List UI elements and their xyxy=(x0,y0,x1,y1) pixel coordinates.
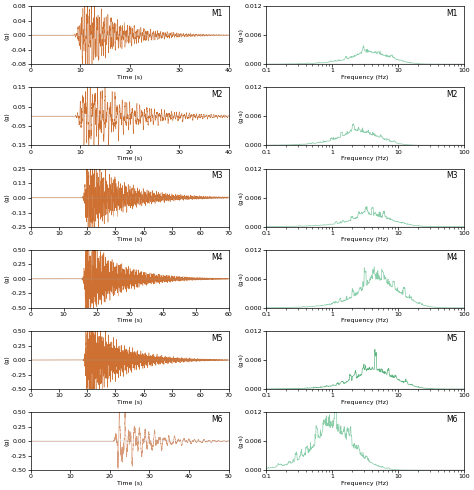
Y-axis label: (g): (g) xyxy=(4,31,9,40)
Text: M6: M6 xyxy=(447,415,458,424)
Text: M4: M4 xyxy=(447,253,458,262)
X-axis label: Frequency (Hz): Frequency (Hz) xyxy=(341,156,389,161)
X-axis label: Time (s): Time (s) xyxy=(117,237,142,242)
X-axis label: Time (s): Time (s) xyxy=(117,156,142,161)
Y-axis label: (g): (g) xyxy=(4,112,9,121)
Y-axis label: (g): (g) xyxy=(4,356,9,365)
Text: M6: M6 xyxy=(211,415,223,424)
Y-axis label: (g·s): (g·s) xyxy=(238,28,243,42)
Text: M1: M1 xyxy=(211,9,223,18)
X-axis label: Frequency (Hz): Frequency (Hz) xyxy=(341,75,389,80)
X-axis label: Time (s): Time (s) xyxy=(117,481,142,486)
X-axis label: Time (s): Time (s) xyxy=(117,400,142,405)
Y-axis label: (g·s): (g·s) xyxy=(238,272,243,286)
Text: M5: M5 xyxy=(447,334,458,343)
Y-axis label: (g): (g) xyxy=(4,274,9,283)
Text: M5: M5 xyxy=(211,334,223,343)
Text: M4: M4 xyxy=(211,253,223,262)
Y-axis label: (g·s): (g·s) xyxy=(238,109,243,123)
X-axis label: Frequency (Hz): Frequency (Hz) xyxy=(341,318,389,323)
Text: M3: M3 xyxy=(447,172,458,180)
X-axis label: Time (s): Time (s) xyxy=(117,318,142,323)
Text: M3: M3 xyxy=(211,172,223,180)
Y-axis label: (g): (g) xyxy=(4,193,9,202)
Text: M2: M2 xyxy=(211,90,223,99)
X-axis label: Frequency (Hz): Frequency (Hz) xyxy=(341,481,389,486)
X-axis label: Time (s): Time (s) xyxy=(117,75,142,80)
Y-axis label: (g·s): (g·s) xyxy=(238,353,243,367)
X-axis label: Frequency (Hz): Frequency (Hz) xyxy=(341,400,389,405)
Y-axis label: (g): (g) xyxy=(4,437,9,445)
Text: M2: M2 xyxy=(447,90,458,99)
Text: M1: M1 xyxy=(447,9,458,18)
X-axis label: Frequency (Hz): Frequency (Hz) xyxy=(341,237,389,242)
Y-axis label: (g·s): (g·s) xyxy=(238,191,243,205)
Y-axis label: (g·s): (g·s) xyxy=(238,434,243,448)
